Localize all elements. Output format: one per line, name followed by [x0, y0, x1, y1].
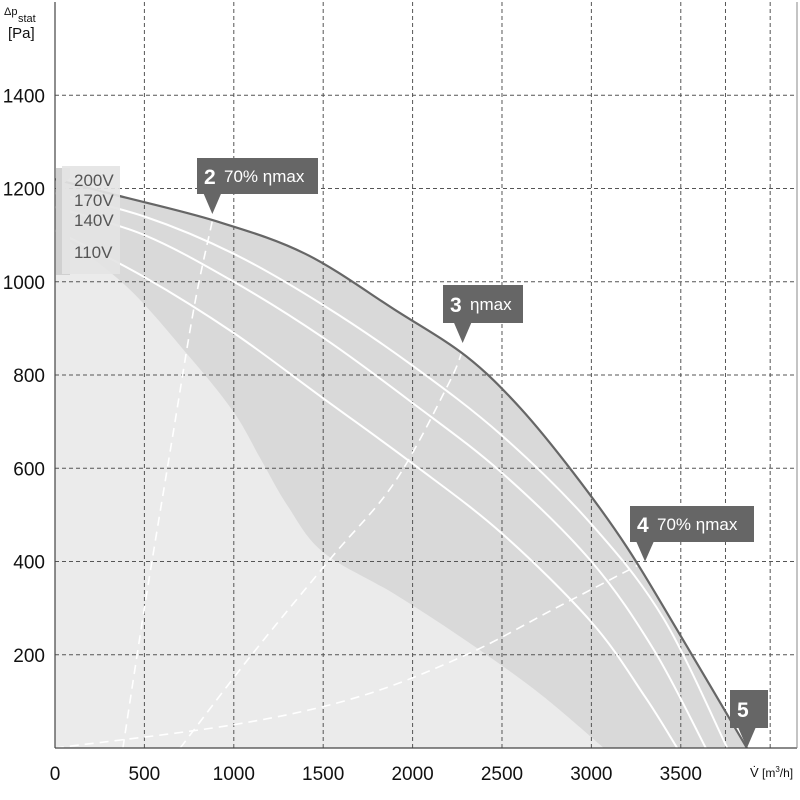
y-tick-label: 1400 — [3, 86, 45, 107]
series-lines — [54, 178, 748, 749]
voltage-label: 170V — [74, 191, 114, 210]
callout-number: 4 — [637, 514, 649, 537]
callout-pointer — [737, 727, 756, 748]
y-tick-label: 1200 — [3, 180, 45, 201]
callout-2: 2 70% ηmax — [197, 158, 318, 214]
y-tick-label: 800 — [13, 366, 45, 387]
callout-3: 3 ηmax — [443, 285, 523, 343]
x-tick-label: 3500 — [660, 764, 702, 785]
callout-box — [197, 158, 318, 194]
voltage-label: 110V — [74, 243, 113, 262]
y-axis-label-sub: stat — [18, 13, 36, 25]
efficiency-line — [54, 560, 646, 749]
axes: 200 400 600 800 1000 1200 1400 0 500 1000 1500 2000… — [3, 2, 798, 785]
voltage-label: 200V — [74, 171, 114, 190]
callouts: 2 70% ηmax 3 ηmax 4 70% ηmax 5 — [197, 158, 768, 748]
callout-label: ηmax — [470, 295, 512, 314]
series-line-140v — [54, 206, 707, 749]
voltage-label-box — [62, 166, 120, 274]
y-tick-label: 600 — [13, 459, 45, 480]
x-tick-label: 1000 — [213, 764, 255, 785]
efficiency-lines — [54, 220, 646, 749]
y-tick-label: 200 — [13, 646, 45, 667]
series-line-110v — [54, 229, 679, 749]
y-axis-label: Δp — [4, 6, 17, 18]
x-tick-label: 0 — [50, 764, 61, 785]
callout-number: 2 — [204, 166, 216, 189]
efficiency-line — [122, 220, 214, 749]
y-tick-label: 400 — [13, 553, 45, 574]
series-line-200v — [54, 178, 748, 749]
callout-number: 3 — [450, 294, 462, 317]
series-line-170v — [54, 192, 729, 749]
callout-pointer — [203, 193, 222, 214]
x-axis-unit: [m3/h] — [762, 765, 793, 780]
callout-number: 5 — [737, 699, 749, 722]
x-tick-label: 2000 — [391, 764, 433, 785]
callout-5: 5 — [730, 690, 768, 748]
callout-box — [443, 285, 523, 323]
operating-region — [55, 179, 747, 748]
voltage-label: 140V — [74, 211, 114, 230]
callout-pointer — [636, 541, 655, 562]
callout-box — [730, 690, 768, 728]
x-tick-label: 1500 — [302, 764, 344, 785]
x-tick-label: 500 — [129, 764, 161, 785]
x-tick-label: 2500 — [481, 764, 523, 785]
callout-box — [630, 506, 754, 542]
efficiency-line — [179, 349, 464, 749]
y-tick-label: 1000 — [3, 273, 45, 294]
callout-label: 70% ηmax — [657, 515, 738, 534]
y-axis-unit: [Pa] — [8, 25, 35, 42]
callout-label: 70% ηmax — [224, 167, 305, 186]
grid — [55, 2, 797, 748]
x-axis-label: V̇ — [750, 765, 759, 780]
x-tick-label: 3000 — [570, 764, 612, 785]
callout-pointer — [453, 322, 472, 343]
callout-4: 4 70% ηmax — [630, 506, 754, 562]
operating-region-fill — [55, 179, 747, 748]
